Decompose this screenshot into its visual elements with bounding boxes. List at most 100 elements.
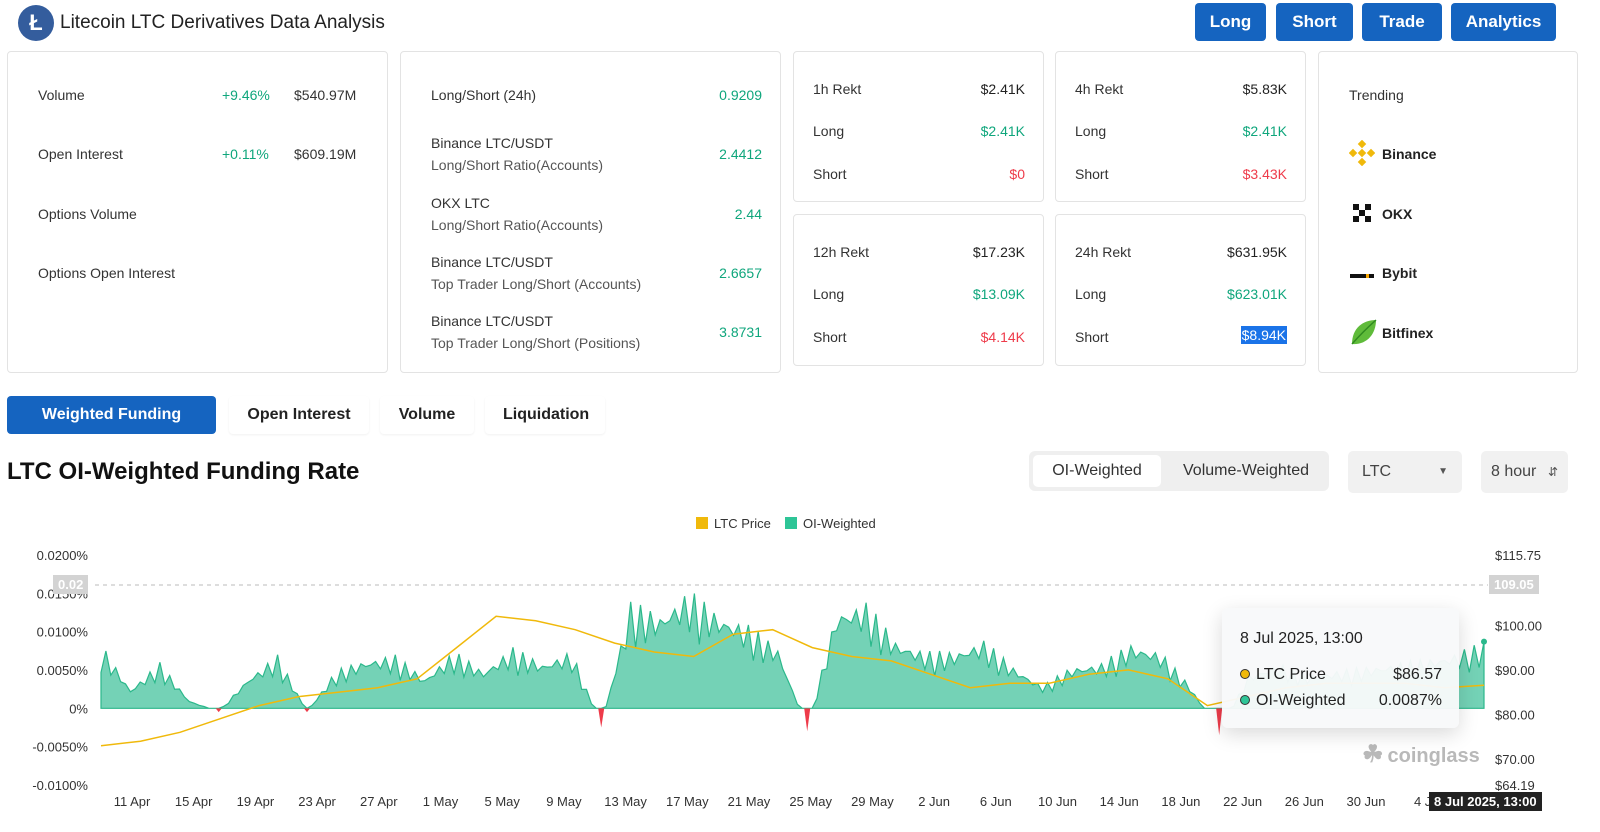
ratio-label: Long/Short (24h) (431, 87, 537, 103)
rekt-card-24h: 24h Rekt $631.95K Long $623.01K Short $8… (1055, 214, 1306, 366)
rekt-card-12h: 12h Rekt $17.23K Long $13.09K Short $4.1… (793, 214, 1044, 366)
funding-rate-negative-spike (303, 708, 310, 713)
bitfinex-icon (1349, 318, 1377, 346)
legend-swatch (696, 517, 708, 529)
okx-icon (1352, 203, 1372, 223)
ratio-sublabel: Top Trader Long/Short (Positions) (431, 335, 641, 351)
rekt-short-label: Short (1075, 329, 1109, 345)
trending-title: Trending (1349, 87, 1404, 103)
legend-oi-weighted[interactable]: OI-Weighted (785, 516, 876, 531)
long-short-card: Long/Short (24h) 0.9209 Binance LTC/USDT… (400, 51, 781, 373)
rekt-long-label: Long (1075, 286, 1107, 302)
x-tick-label: 19 Apr (237, 794, 275, 809)
y-right-tick-label: $100.00 (1495, 618, 1542, 633)
x-tick-label: 17 May (666, 794, 709, 809)
ratio-label: Binance LTC/USDT (431, 313, 553, 329)
ratio-label: Binance LTC/USDT (431, 135, 553, 151)
ratio-sublabel: Long/Short Ratio(Accounts) (431, 217, 603, 233)
x-tick-label: 25 May (789, 794, 832, 809)
tab-liquidation[interactable]: Liquidation (485, 396, 605, 434)
rekt-long-label: Long (1075, 123, 1107, 139)
ratio-label: OKX LTC (431, 195, 490, 211)
tooltip-date: 8 Jul 2025, 13:00 (1240, 630, 1363, 647)
x-tick-label: 15 Apr (175, 794, 213, 809)
rekt-long-value: $2.41K (980, 123, 1025, 139)
header: Ł Litecoin LTC Derivatives Data Analysis… (0, 0, 1600, 46)
rekt-long-value: $2.41K (1242, 123, 1287, 139)
trending-item-bybit[interactable]: Bybit (1382, 265, 1417, 281)
trade-button[interactable]: Trade (1362, 3, 1442, 41)
rekt-long-label: Long (813, 286, 845, 302)
open-interest-value: $609.19M (294, 146, 357, 162)
legend-label: OI-Weighted (803, 516, 876, 531)
y-left-tick-label: -0.0100% (32, 778, 88, 793)
volume-change: +9.46% (222, 87, 270, 103)
interval-select-value: 8 hour (1491, 463, 1537, 480)
legend-label: LTC Price (714, 516, 771, 531)
options-volume-label: Options Volume (38, 206, 137, 222)
x-tick-label: 26 Jun (1285, 794, 1324, 809)
rekt-short-value: $3.43K (1242, 166, 1287, 182)
y-left-tick-label: -0.0050% (32, 740, 88, 755)
x-tick-label: 1 May (423, 794, 459, 809)
volume-weighted-option[interactable]: Volume-Weighted (1183, 462, 1309, 479)
tooltip-price-label: LTC Price (1256, 666, 1326, 683)
long-button[interactable]: Long (1195, 3, 1266, 41)
trending-card: Trending Binance OKX Bybit Bitfinex (1318, 51, 1578, 373)
x-cursor-label: 8 Jul 2025, 13:00 (1429, 792, 1542, 811)
ratio-value: 2.4412 (719, 146, 762, 162)
selected-text: $8.94K (1240, 326, 1287, 344)
x-tick-label: 30 Jun (1346, 794, 1385, 809)
coin-select-value: LTC (1362, 463, 1392, 480)
legend-ltc-price[interactable]: LTC Price (696, 516, 771, 531)
trending-item-bitfinex[interactable]: Bitfinex (1382, 325, 1434, 341)
short-button[interactable]: Short (1276, 3, 1353, 41)
tab-volume[interactable]: Volume (380, 396, 474, 434)
rekt-long-label: Long (813, 123, 845, 139)
oi-dot-icon (1240, 695, 1250, 705)
rekt-total: $2.41K (980, 81, 1025, 97)
x-tick-label: 29 May (851, 794, 894, 809)
chart-tooltip: 8 Jul 2025, 13:00 LTC Price $86.57 OI-We… (1222, 608, 1459, 728)
y-right-tick-label: $80.00 (1495, 707, 1535, 722)
x-tick-label: 2 Jun (918, 794, 950, 809)
x-tick-label: 22 Jun (1223, 794, 1262, 809)
x-tick-label: 9 May (546, 794, 582, 809)
rekt-total: $17.23K (972, 244, 1025, 260)
analytics-button[interactable]: Analytics (1451, 3, 1556, 41)
litecoin-logo-icon: Ł (18, 5, 54, 41)
up-down-icon: ⇵ (1547, 465, 1558, 479)
rekt-short-value: $0 (1009, 166, 1025, 182)
options-open-interest-label: Options Open Interest (38, 265, 175, 281)
coinglass-logo-icon: ☘ (1362, 741, 1384, 768)
funding-rate-negative-spike (1216, 708, 1223, 736)
y-right-tick-label: $90.00 (1495, 663, 1535, 678)
x-tick-label: 10 Jun (1038, 794, 1077, 809)
rekt-long-value: $13.09K (972, 286, 1025, 302)
volume-value: $540.97M (294, 87, 357, 103)
rekt-total: $631.95K (1227, 244, 1287, 260)
crosshair-right-label: 109.05 (1489, 575, 1539, 594)
trending-item-binance[interactable]: Binance (1382, 146, 1437, 162)
tab-open-interest[interactable]: Open Interest (229, 396, 369, 434)
funding-rate-chart[interactable]: 0.0200%0.0150%0.0100%0.0050%0%-0.0050%-0… (0, 540, 1600, 832)
funding-rate-negative-spike (215, 708, 222, 713)
interval-select[interactable]: 8 hour ⇵ (1481, 451, 1568, 493)
crosshair-left-label: 0.02 (53, 575, 89, 594)
tab-weighted-funding-rate[interactable]: Weighted Funding Rate (7, 396, 216, 461)
rekt-short-label: Short (813, 166, 847, 182)
x-tick-label: 18 Jun (1161, 794, 1200, 809)
rekt-short-label: Short (1075, 166, 1109, 182)
overview-card: Volume +9.46% $540.97M Open Interest +0.… (7, 51, 388, 373)
trending-item-okx[interactable]: OKX (1382, 206, 1413, 222)
coin-select[interactable]: LTC ▼ (1348, 451, 1462, 493)
oi-weighted-option[interactable]: OI-Weighted (1033, 455, 1161, 487)
ratio-value: 3.8731 (719, 324, 762, 340)
tooltip-price-value: $86.57 (1393, 666, 1442, 683)
tooltip-oi-value: 0.0087% (1378, 692, 1442, 709)
rekt-title: 24h Rekt (1075, 244, 1132, 260)
coinglass-watermark: ☘ coinglass (1362, 740, 1480, 769)
rekt-short-value: $4.14K (980, 329, 1025, 345)
ratio-value: 2.44 (734, 206, 762, 222)
page-title: Litecoin LTC Derivatives Data Analysis (60, 12, 385, 33)
